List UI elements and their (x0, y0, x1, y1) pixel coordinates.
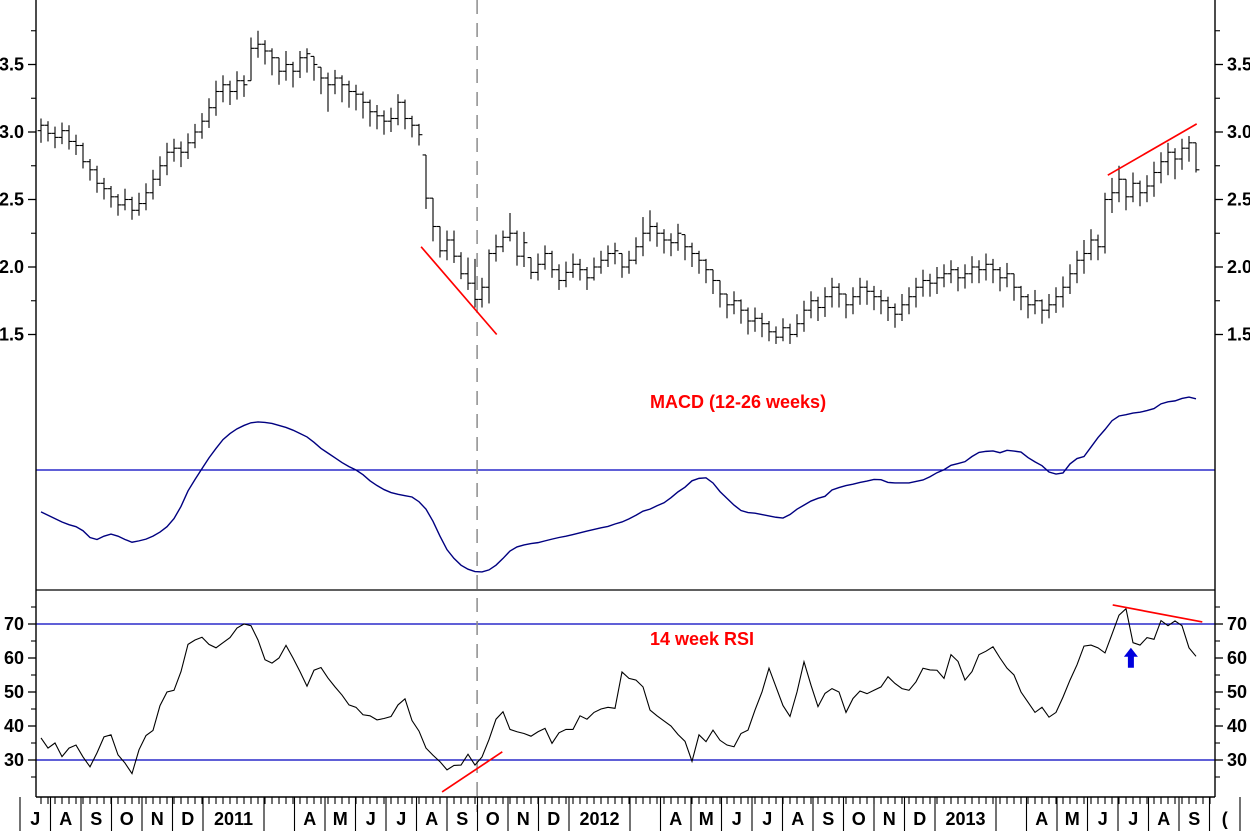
month-label: M (1065, 809, 1080, 829)
rsi-tick-label-left: 40 (4, 716, 24, 736)
price-tick-label-right: 3.0 (1227, 122, 1250, 142)
trendline-rsi-2 (441, 751, 503, 793)
macd-panel-label: MACD (12-26 weeks) (650, 392, 827, 412)
month-label: A (59, 809, 72, 829)
month-label: 2013 (945, 809, 985, 829)
month-label: ( (1222, 809, 1228, 829)
macd-line (40, 396, 1197, 573)
month-label: N (517, 809, 530, 829)
month-label: A (791, 809, 804, 829)
trendline-rsi-3 (1112, 604, 1203, 623)
rsi-tick-label-left: 30 (4, 750, 24, 770)
price-tick-label-left: 3.0 (0, 122, 24, 142)
month-label: A (425, 809, 438, 829)
month-label: 2012 (579, 809, 619, 829)
month-label: O (852, 809, 866, 829)
rsi-tick-label-left: 70 (4, 614, 24, 634)
month-label: J (762, 809, 772, 829)
price-tick-label-right: 3.5 (1227, 55, 1250, 75)
month-label: J (396, 809, 406, 829)
month-label: S (822, 809, 834, 829)
rsi-line (40, 607, 1197, 775)
price-tick-label-left: 2.5 (0, 190, 24, 210)
month-label: A (669, 809, 682, 829)
month-label: J (30, 809, 40, 829)
rsi-panel-label: 14 week RSI (650, 629, 755, 649)
month-label: S (456, 809, 468, 829)
month-label: A (1157, 809, 1170, 829)
month-label: M (699, 809, 714, 829)
price-tick-label-right: 1.5 (1227, 325, 1250, 345)
price-tick-label-left: 2.0 (0, 257, 24, 277)
month-label: J (366, 809, 376, 829)
rsi-tick-label-right: 40 (1227, 716, 1247, 736)
rsi-tick-label-right: 70 (1227, 614, 1247, 634)
price-bars (37, 30, 1200, 344)
month-label: 2011 (214, 809, 253, 829)
month-label: J (1128, 809, 1138, 829)
up-arrow-icon (1123, 647, 1138, 668)
trendline-price-0 (420, 246, 498, 336)
price-tick-label-left: 1.5 (0, 325, 24, 345)
month-label: D (913, 809, 926, 829)
price-tick-label-right: 2.0 (1227, 257, 1250, 277)
month-label: A (1035, 809, 1048, 829)
price-tick-label-left: 3.5 (0, 55, 24, 75)
month-label: M (333, 809, 348, 829)
month-label: J (1098, 809, 1108, 829)
trendline-price-1 (1107, 123, 1198, 176)
month-label: S (1188, 809, 1200, 829)
price-tick-label-right: 2.5 (1227, 190, 1250, 210)
month-label: D (547, 809, 560, 829)
month-label: N (883, 809, 896, 829)
month-label: S (90, 809, 102, 829)
month-label: O (120, 809, 134, 829)
month-label: J (732, 809, 742, 829)
rsi-tick-label-right: 50 (1227, 682, 1247, 702)
month-label: D (181, 809, 194, 829)
rsi-tick-label-right: 30 (1227, 750, 1247, 770)
rsi-tick-label-left: 50 (4, 682, 24, 702)
month-label: N (151, 809, 164, 829)
month-label: A (303, 809, 316, 829)
rsi-tick-label-left: 60 (4, 648, 24, 668)
rsi-tick-label-right: 60 (1227, 648, 1247, 668)
month-label: O (486, 809, 500, 829)
